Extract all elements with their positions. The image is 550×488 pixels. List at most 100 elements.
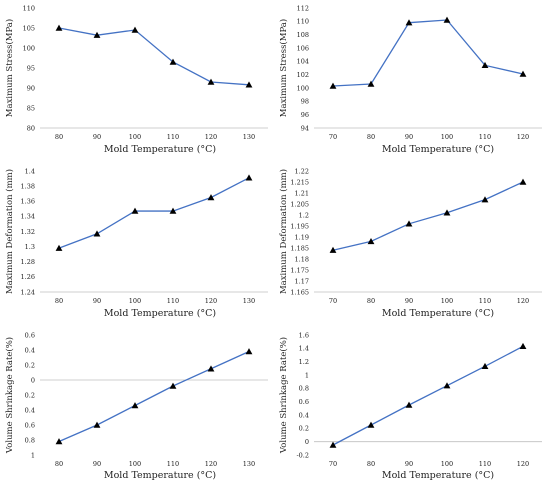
data-point-marker	[329, 82, 337, 89]
data-point-marker	[519, 70, 527, 77]
y-tick-label: 0.4	[25, 346, 35, 354]
data-point-marker	[93, 421, 101, 428]
y-tick-label: 105	[23, 24, 35, 32]
x-axis-label: Mold Temperature (°C)	[104, 308, 216, 319]
y-tick-label: 0.6	[25, 331, 35, 339]
y-tick-label: 1.6	[299, 331, 309, 339]
data-point-marker	[169, 58, 177, 65]
y-tick-label: 1.205	[290, 200, 309, 208]
data-point-marker	[481, 61, 489, 69]
y-tick-label: 104	[297, 58, 309, 66]
x-tick-label: 100	[129, 297, 141, 305]
x-tick-label: 110	[479, 460, 491, 468]
y-axis-label: Maximum Deformation (mm)	[4, 169, 15, 294]
x-tick-label: 80	[55, 297, 63, 305]
y-tick-label: 95	[27, 64, 35, 72]
y-tick-label: 1.19	[295, 233, 309, 241]
data-point-marker	[481, 362, 489, 370]
chart-panel-2: 94 96 98 100 102 104 106 108 110 112 70 80 90 100 110 1…	[278, 4, 542, 155]
y-tick-label: 1.195	[290, 222, 309, 230]
y-tick-label: 100	[297, 84, 309, 92]
data-point-marker	[481, 196, 489, 203]
x-tick-label: 90	[93, 133, 101, 141]
data-point-marker	[519, 178, 527, 185]
y-tick-label: 80	[27, 124, 35, 132]
x-tick-label: 120	[517, 297, 529, 305]
x-tick-label: 120	[205, 133, 217, 141]
y-tick-label: 0.4	[25, 406, 35, 414]
x-tick-label: 110	[479, 133, 491, 141]
y-tick-label: 108	[297, 31, 309, 39]
y-tick-label: 1.165	[290, 288, 309, 296]
y-tick-label: 100	[23, 44, 35, 52]
x-tick-label: 70	[329, 133, 337, 141]
chart-panel-4: 1.165 1.17 1.175 1.18 1.185 1.19 1.195 1.2 1.205…	[278, 167, 542, 319]
y-tick-label: 1.2	[299, 211, 309, 219]
y-tick-label: 1.3	[25, 243, 35, 251]
x-tick-label: 70	[329, 297, 337, 305]
data-point-marker	[405, 220, 413, 227]
x-tick-label: 120	[205, 460, 217, 468]
data-point-marker	[93, 31, 101, 38]
y-tick-label: -0.2	[296, 451, 309, 459]
y-tick-label: 102	[297, 71, 309, 79]
y-tick-label: 1	[305, 371, 309, 379]
x-tick-label: 130	[243, 133, 255, 141]
data-point-marker	[245, 174, 253, 181]
x-tick-label: 110	[167, 133, 179, 141]
x-tick-label: 90	[405, 133, 413, 141]
x-tick-label: 110	[479, 297, 491, 305]
data-point-marker	[443, 382, 451, 389]
y-tick-label: 1.185	[290, 244, 309, 252]
data-point-marker	[55, 244, 63, 251]
y-tick-label: 1.175	[290, 266, 309, 274]
x-tick-label: 130	[243, 460, 255, 468]
y-tick-label: 85	[27, 104, 35, 112]
y-tick-label: 1.38	[21, 182, 35, 190]
y-tick-label: 0.6	[299, 398, 309, 406]
x-tick-label: 90	[405, 297, 413, 305]
y-tick-label: 1.32	[21, 228, 35, 236]
x-tick-label: 100	[441, 460, 453, 468]
x-tick-label: 130	[243, 297, 255, 305]
series-line	[58, 177, 250, 249]
x-tick-label: 100	[441, 133, 453, 141]
x-tick-label: 90	[93, 297, 101, 305]
y-tick-label: 90	[27, 84, 35, 92]
y-tick-label: 1.28	[21, 258, 35, 266]
series-line	[58, 27, 250, 86]
y-axis-label: Maximum Stress(MPa)	[278, 19, 289, 117]
x-tick-label: 110	[167, 460, 179, 468]
data-point-marker	[367, 421, 375, 428]
x-axis-label: Mold Temperature (°C)	[104, 144, 216, 155]
y-tick-label: 0.6	[25, 421, 35, 429]
y-tick-label: 106	[297, 44, 309, 52]
y-tick-label: 98	[301, 98, 309, 106]
x-tick-label: 80	[367, 297, 375, 305]
y-tick-label: 0.8	[25, 436, 35, 444]
x-axis-label: Mold Temperature (°C)	[382, 144, 494, 155]
data-point-marker	[329, 441, 337, 448]
x-tick-label: 120	[517, 133, 529, 141]
x-axis-label: Mold Temperature (°C)	[382, 470, 494, 481]
data-point-marker	[169, 382, 177, 389]
data-point-marker	[131, 402, 139, 409]
y-tick-label: 1.2	[299, 358, 309, 366]
x-tick-label: 120	[205, 297, 217, 305]
x-tick-label: 100	[441, 297, 453, 305]
y-tick-label: 112	[297, 4, 309, 12]
y-tick-label: 1.4	[299, 345, 309, 353]
x-tick-label: 80	[367, 460, 375, 468]
y-axis-label: Maximum Stress(MPa)	[4, 19, 15, 117]
y-tick-label: 0.2	[25, 391, 35, 399]
x-tick-label: 90	[405, 460, 413, 468]
y-tick-label: 1.34	[21, 213, 35, 221]
series-line	[332, 181, 524, 251]
y-tick-label: 94	[301, 124, 309, 132]
x-tick-label: 80	[55, 133, 63, 141]
x-tick-label: 110	[167, 297, 179, 305]
chart-panel-3: 1.24 1.26 1.28 1.3 1.32 1.34 1.36 1.38 1.4 80 90 10…	[4, 167, 268, 319]
x-tick-label: 90	[93, 460, 101, 468]
x-axis-label: Mold Temperature (°C)	[104, 470, 216, 481]
